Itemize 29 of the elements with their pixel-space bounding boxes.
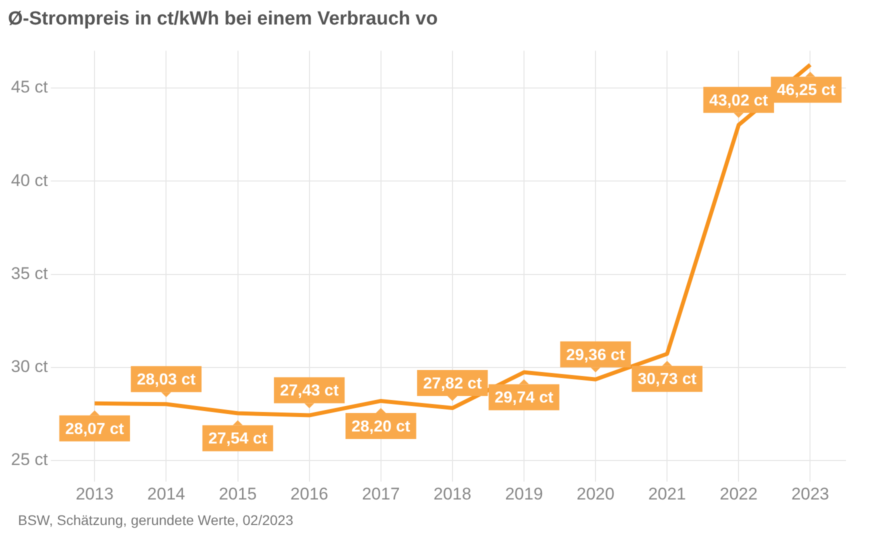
data-label: 30,73 ct xyxy=(638,371,698,388)
y-tick-label: 30 ct xyxy=(10,357,48,376)
data-label: 28,07 ct xyxy=(65,420,125,438)
x-tick-label: 2015 xyxy=(218,484,257,504)
data-label: 43,02 ct xyxy=(709,92,769,110)
y-tick-label: 25 ct xyxy=(10,450,48,470)
data-label: 46,25 ct xyxy=(776,82,836,100)
y-tick-label: 35 ct xyxy=(10,264,48,283)
data-label: 27,54 ct xyxy=(208,430,268,448)
data-label: 29,74 ct xyxy=(494,390,554,407)
x-tick-label: 2017 xyxy=(362,484,400,504)
y-tick-label: 45 ct xyxy=(10,78,48,97)
x-tick-label: 2013 xyxy=(76,484,114,504)
y-tick-label: 40 ct xyxy=(10,170,48,190)
x-tick-label: 2021 xyxy=(648,484,686,504)
x-tick-label: 2016 xyxy=(290,484,328,504)
data-label: 28,20 ct xyxy=(352,418,411,436)
data-label: 29,36 ct xyxy=(566,346,626,364)
data-label: 28,03 ct xyxy=(136,372,196,389)
x-tick-label: 2019 xyxy=(505,484,543,504)
x-tick-label: 2020 xyxy=(576,484,614,504)
x-tick-label: 2014 xyxy=(147,484,186,504)
x-tick-label: 2022 xyxy=(720,484,758,504)
data-label: 27,43 ct xyxy=(280,382,340,400)
x-tick-label: 2023 xyxy=(791,484,830,504)
text: BSW, Schätzung, gerundete Werte, 02/2023 xyxy=(18,512,294,528)
chart-title: Ø-Strompreis in ct/kWh bei einem Verbrauch vo xyxy=(8,8,438,30)
x-tick-label: 2018 xyxy=(434,484,472,504)
data-label: 27,82 ct xyxy=(423,375,482,392)
